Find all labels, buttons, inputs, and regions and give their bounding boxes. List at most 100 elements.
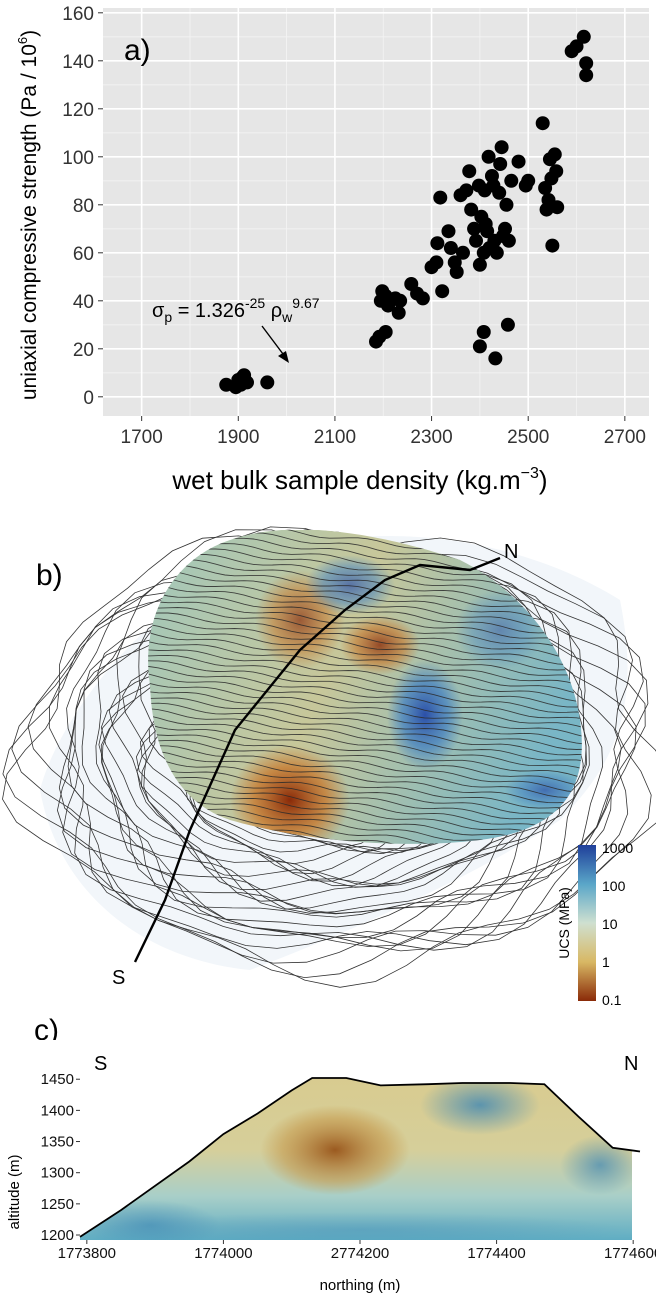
data-point — [500, 317, 515, 332]
y-tick-label: 0 — [83, 388, 94, 409]
ucs-section — [80, 1078, 640, 1240]
y-tick-label: 40 — [73, 292, 94, 313]
data-point — [449, 265, 464, 279]
x-tick-label: 2774200 — [331, 1245, 389, 1262]
cone-contour — [148, 575, 582, 633]
cone-contour — [148, 756, 582, 817]
cone-contour — [148, 603, 582, 660]
cross-section-chart: 1200 1250 1300 1350 1400 1450 1773800 1774000 27… — [6, 1053, 656, 1294]
cone-contour — [148, 628, 582, 692]
data-point — [511, 154, 526, 169]
south-label: S — [112, 967, 125, 989]
data-point — [429, 255, 444, 270]
data-point — [464, 202, 479, 217]
y-axis-title: altitude (m) — [6, 1154, 23, 1229]
data-point — [455, 245, 470, 260]
scatter-panel: 1700 1900 2100 2300 2500 2700 0 20 40 60 80 100 120 1… — [0, 0, 656, 500]
ucs-3d-model: b) N S UCS (MPa) 1000 100 10 1 0.1 c) — [2, 526, 656, 1040]
contour-line — [2, 529, 652, 979]
axis-ticks: 1700 1900 2100 2300 2500 2700 0 20 40 60 80 100 120 1… — [62, 4, 646, 448]
arrow-head-icon — [278, 351, 289, 363]
colorbar: UCS (MPa) 1000 100 10 1 0.1 — [556, 840, 633, 1008]
fit-equation: σp = 1.326-25 ρw9.67 — [152, 295, 320, 325]
data-point — [430, 236, 445, 251]
x-tick-label: 2700 — [604, 427, 646, 448]
cone-contour — [148, 636, 582, 697]
data-point — [521, 173, 536, 188]
y-tick-label: 120 — [62, 100, 94, 121]
data-point — [545, 238, 560, 253]
cone-contour — [148, 798, 582, 844]
data-point — [569, 39, 584, 54]
x-tick-label: 2100 — [314, 427, 356, 448]
cone-contour — [148, 702, 582, 758]
data-point — [488, 351, 503, 366]
data-point — [472, 257, 487, 272]
data-point — [535, 116, 550, 131]
cone-contour — [148, 677, 582, 740]
cone-contour — [148, 653, 582, 708]
cone-contour — [148, 737, 582, 793]
data-point — [547, 147, 562, 162]
y-tick-label: 1450 — [41, 1071, 74, 1088]
data-point — [239, 375, 254, 390]
y-tick-label: 60 — [73, 244, 94, 265]
data-point — [549, 164, 564, 179]
south-label: S — [94, 1053, 107, 1075]
scatter-chart: 1700 1900 2100 2300 2500 2700 0 20 40 60 80 100 120 1… — [15, 4, 649, 495]
x-tick-label: 1900 — [217, 427, 259, 448]
cone-contour — [148, 569, 582, 625]
north-label: N — [504, 541, 518, 563]
cone-contour — [148, 612, 582, 666]
x-axis-title: wet bulk sample density (kg.m−3) — [171, 465, 547, 495]
data-point — [441, 224, 456, 239]
x-tick-label: 1774400 — [467, 1245, 525, 1262]
y-tick-label: 1400 — [41, 1102, 74, 1119]
data-point — [391, 305, 406, 320]
x-tick-label: 1773800 — [58, 1245, 116, 1262]
cone-contour — [148, 708, 582, 767]
data-point — [415, 291, 430, 306]
y-tick-label: 100 — [62, 148, 94, 169]
contour-line — [11, 526, 644, 964]
x-axis-title: northing (m) — [320, 1277, 401, 1294]
colorbar-tick: 1 — [602, 954, 610, 970]
colorbar-gradient — [578, 845, 596, 1001]
x-tick-label: 2500 — [507, 427, 549, 448]
data-point — [504, 173, 519, 188]
data-point — [550, 200, 565, 215]
cone-contour — [148, 745, 582, 799]
data-point — [472, 339, 487, 354]
panel-label-a: a) — [124, 34, 151, 67]
data-point — [433, 190, 448, 205]
data-point — [501, 233, 516, 248]
data-point — [443, 241, 458, 255]
data-point — [489, 245, 504, 260]
cone-contour — [148, 686, 582, 745]
colorbar-tick: 100 — [602, 878, 626, 894]
x-tick-label: 1774600 — [604, 1245, 656, 1262]
data-point — [481, 149, 496, 164]
y-tick-label: 1300 — [41, 1165, 74, 1182]
cone-contour — [148, 623, 582, 684]
data-point — [469, 233, 484, 248]
cone-contour — [148, 594, 582, 655]
contour-line — [2, 535, 656, 988]
y-tick-label: 1200 — [41, 1227, 74, 1244]
data-point — [494, 140, 509, 155]
data-point — [579, 56, 594, 71]
data-point — [579, 68, 594, 83]
cone-contour — [148, 660, 582, 716]
x-tick-label: 1700 — [121, 427, 163, 448]
surface-profile — [79, 1077, 641, 1238]
data-point — [393, 293, 408, 308]
cone-contour — [148, 586, 582, 649]
data-points — [219, 29, 594, 395]
data-point — [476, 325, 491, 339]
cone-contour — [148, 761, 582, 824]
y-tick-label: 140 — [62, 52, 94, 73]
colorbar-tick: 1000 — [602, 840, 633, 856]
data-point — [480, 224, 495, 239]
data-point — [576, 29, 591, 44]
ucs-3d-model-panel: b) N S UCS (MPa) 1000 100 10 1 0.1 c) — [0, 500, 656, 1040]
